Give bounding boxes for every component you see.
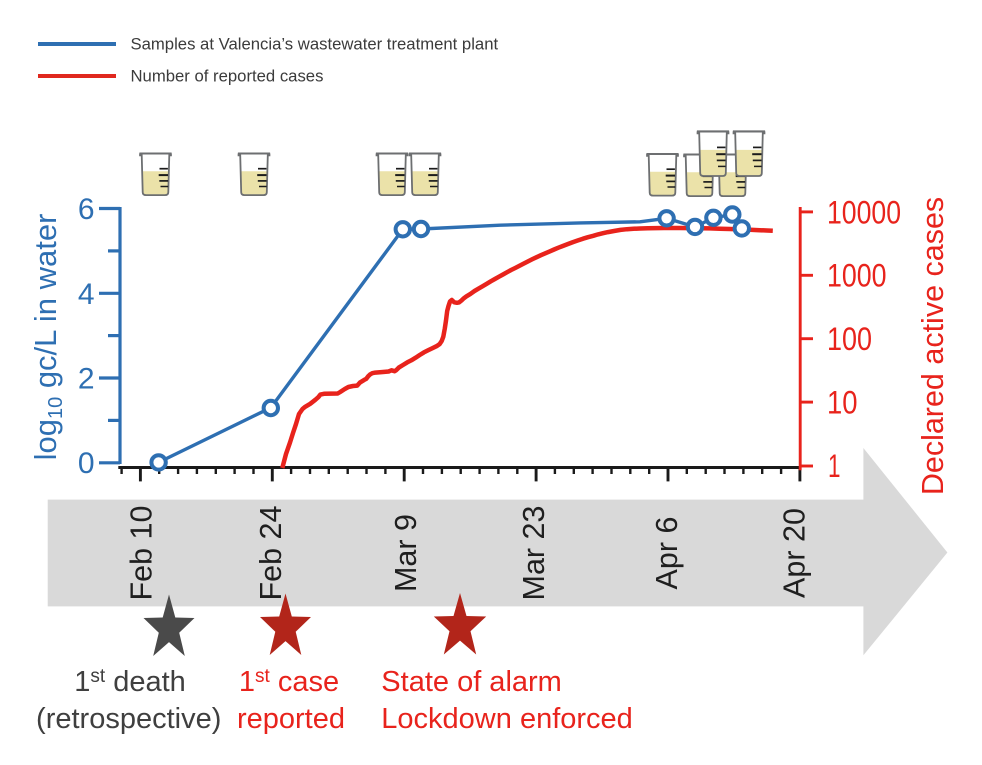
- svg-text:100: 100: [827, 321, 872, 357]
- svg-text:4: 4: [78, 278, 95, 311]
- svg-text:10000: 10000: [827, 194, 901, 230]
- svg-text:Number of reported cases: Number of reported cases: [131, 67, 324, 86]
- svg-text:Feb 24: Feb 24: [254, 505, 288, 600]
- svg-text:10: 10: [827, 385, 858, 421]
- svg-text:reported: reported: [237, 703, 345, 735]
- svg-text:0: 0: [78, 447, 95, 480]
- svg-text:1000: 1000: [827, 258, 887, 294]
- svg-text:2: 2: [78, 363, 95, 396]
- svg-text:Declared active cases: Declared active cases: [916, 197, 950, 495]
- svg-text:Mar 23: Mar 23: [517, 506, 551, 601]
- svg-text:Samples at Valencia’s wastewat: Samples at Valencia’s wastewater treatme…: [131, 35, 499, 54]
- svg-text:1st case: 1st case: [239, 666, 339, 698]
- svg-text:Apr 20: Apr 20: [778, 508, 812, 598]
- svg-text:6: 6: [78, 193, 95, 226]
- svg-text:log10 gc/L in water: log10 gc/L in water: [28, 214, 67, 461]
- svg-text:State of alarm: State of alarm: [381, 666, 562, 698]
- svg-text:(retrospective): (retrospective): [36, 703, 221, 735]
- svg-text:Mar 9: Mar 9: [389, 514, 423, 592]
- svg-text:1: 1: [828, 448, 841, 484]
- svg-text:Apr 6: Apr 6: [650, 517, 684, 590]
- svg-text:Lockdown enforced: Lockdown enforced: [381, 703, 633, 735]
- svg-text:Feb 10: Feb 10: [125, 506, 159, 601]
